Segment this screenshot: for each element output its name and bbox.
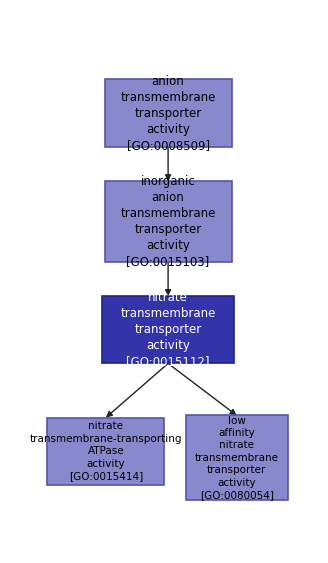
Text: inorganic
anion
transmembrane
transporter
activity
[GO:0015103]: inorganic anion transmembrane transporte…: [120, 175, 216, 268]
Text: nitrate
transmembrane-transporting
ATPase
activity
[GO:0015414]: nitrate transmembrane-transporting ATPas…: [30, 422, 182, 481]
Text: low
affinity
nitrate
transmembrane
transporter
activity
[GO:0080054]: low affinity nitrate transmembrane trans…: [195, 415, 279, 500]
FancyBboxPatch shape: [102, 296, 234, 364]
FancyBboxPatch shape: [105, 79, 232, 147]
FancyBboxPatch shape: [186, 415, 288, 500]
Text: nitrate
transmembrane
transporter
activity
[GO:0015112]: nitrate transmembrane transporter activi…: [120, 291, 216, 368]
FancyBboxPatch shape: [105, 181, 232, 262]
Text: anion
transmembrane
transporter
activity
[GO:0008509]: anion transmembrane transporter activity…: [120, 74, 216, 151]
FancyBboxPatch shape: [47, 418, 164, 485]
